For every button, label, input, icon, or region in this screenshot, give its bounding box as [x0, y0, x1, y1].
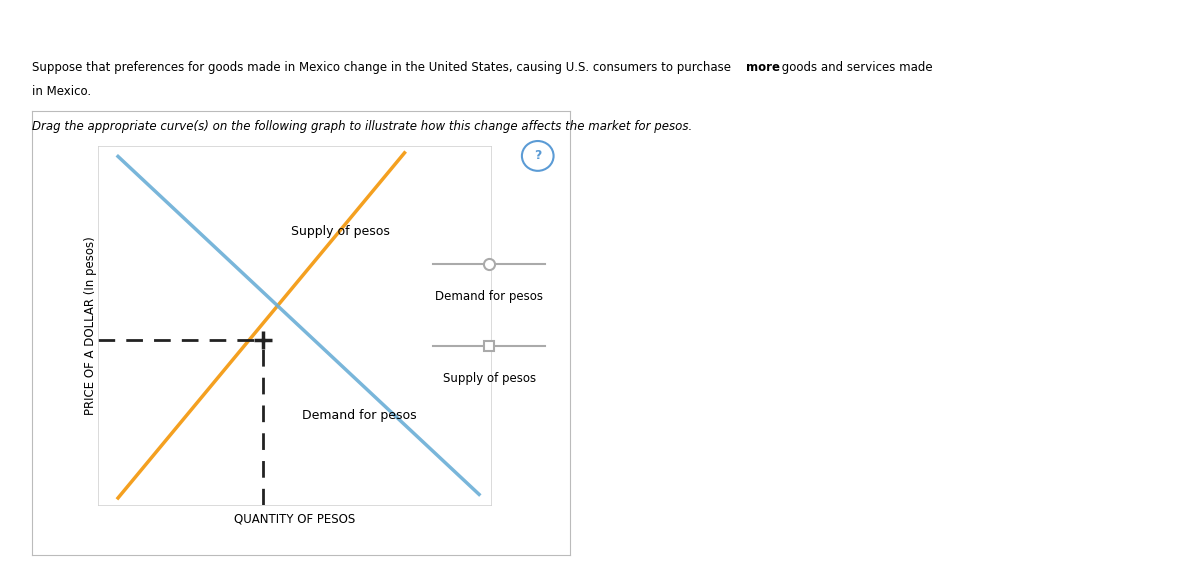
Text: more: more — [746, 61, 780, 74]
Text: in Mexico.: in Mexico. — [32, 85, 91, 98]
Text: Drag the appropriate curve(s) on the following graph to illustrate how this chan: Drag the appropriate curve(s) on the fol… — [32, 120, 692, 133]
Text: Demand for pesos: Demand for pesos — [436, 290, 544, 303]
Text: Supply of pesos: Supply of pesos — [290, 225, 390, 238]
Text: Suppose that preferences for goods made in Mexico change in the United States, c: Suppose that preferences for goods made … — [32, 61, 736, 74]
X-axis label: QUANTITY OF PESOS: QUANTITY OF PESOS — [234, 512, 355, 525]
Text: goods and services made: goods and services made — [778, 61, 932, 74]
Text: Supply of pesos: Supply of pesos — [443, 372, 536, 385]
Text: Demand for pesos: Demand for pesos — [302, 409, 418, 422]
Y-axis label: PRICE OF A DOLLAR (In pesos): PRICE OF A DOLLAR (In pesos) — [84, 236, 96, 415]
Text: ?: ? — [534, 150, 541, 162]
